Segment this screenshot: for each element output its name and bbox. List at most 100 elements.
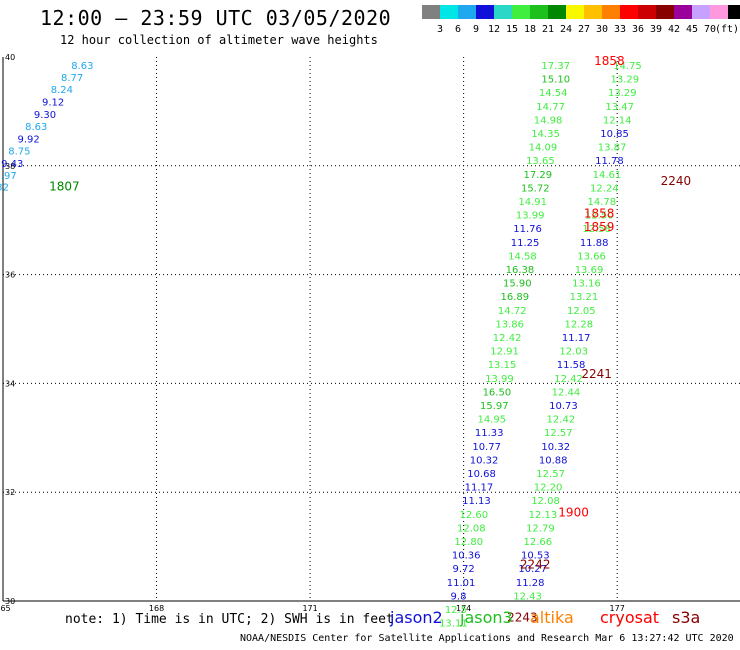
wave-height-label: 12.91 <box>490 347 519 358</box>
wave-height-label: 11.58 <box>557 360 586 371</box>
wave-height-label: 12.44 <box>552 387 581 398</box>
wave-height-label: 13.11 <box>439 619 468 630</box>
scale-swatch <box>458 5 476 19</box>
wave-height-label: 12.28 <box>564 319 593 330</box>
wave-height-label: 12.57 <box>536 469 565 480</box>
wave-height-label: 17.37 <box>541 61 570 72</box>
time-label: 1858 <box>594 54 625 68</box>
wave-height-label: 8.97 <box>0 171 17 182</box>
wave-height-label: 14.98 <box>534 115 563 126</box>
wave-height-label: 9.92 <box>17 134 39 145</box>
wave-height-label: 8.75 <box>8 146 30 157</box>
scale-swatch <box>602 5 620 19</box>
lat-tick-label: 30 <box>5 597 15 606</box>
scale-label: 3 <box>436 24 444 35</box>
scale-swatch <box>584 5 602 19</box>
wave-height-label: 8.63 <box>71 61 93 72</box>
time-label: 1900 <box>558 506 589 520</box>
wave-height-label: 13.21 <box>570 292 599 303</box>
wave-height-label: 14.58 <box>508 251 537 262</box>
wave-height-label: 14.77 <box>536 102 565 113</box>
wave-height-label: 14.72 <box>498 306 527 317</box>
wave-height-label: 10.27 <box>518 564 547 575</box>
lon-tick-label: 171 <box>302 604 317 613</box>
scale-swatch <box>728 5 740 19</box>
time-label: 1858 <box>584 206 615 220</box>
scale-swatch <box>566 5 584 19</box>
wave-height-label: 11.88 <box>580 238 609 249</box>
scale-label: 27 <box>577 24 591 35</box>
scale-swatch <box>476 5 494 19</box>
wave-height-label: 12.79 <box>526 523 555 534</box>
axis-ticks: 165 168 171 174 177 40 38 36 34 32 30 <box>0 53 625 613</box>
wave-height-label: 8.63 <box>25 122 47 133</box>
wave-height-label: 14.78 <box>587 197 616 208</box>
wave-height-label: 12.58 <box>582 224 611 235</box>
wave-height-label: 10.85 <box>600 129 629 140</box>
wave-height-label: 12.80 <box>454 537 483 548</box>
wave-height-label: 8.24 <box>51 85 73 96</box>
map-grid <box>3 57 740 601</box>
page-subtitle: 12 hour collection of altimeter wave hei… <box>60 33 378 47</box>
wave-height-label: 14.54 <box>539 88 568 99</box>
wave-height-label: 13.99 <box>485 374 514 385</box>
wave-height-label: 13.29 <box>611 75 640 86</box>
scale-swatch <box>440 5 458 19</box>
scale-label: 30 <box>595 24 609 35</box>
scale-swatch <box>620 5 638 19</box>
scale-swatch <box>548 5 566 19</box>
wave-height-label: 14.95 <box>477 415 506 426</box>
scale-label: 70 <box>703 24 717 35</box>
satellite-cryosat: cryosat <box>600 608 660 627</box>
scale-label: 39 <box>649 24 663 35</box>
wave-height-label: 13.87 <box>598 143 627 154</box>
scale-label: 12 <box>487 24 501 35</box>
wave-height-label: 12.50 <box>585 211 614 222</box>
time-label: 2243 <box>507 611 538 625</box>
scale-label: 24 <box>559 24 573 35</box>
wave-height-label: 10.73 <box>549 401 578 412</box>
scale-label: 6 <box>454 24 462 35</box>
wave-height-label: 12.03 <box>559 347 588 358</box>
wave-height-label: 14.61 <box>593 170 622 181</box>
wave-height-label: 13.69 <box>575 265 604 276</box>
wave-height-label: 13.47 <box>605 102 634 113</box>
lat-tick-label: 36 <box>5 271 15 280</box>
time-label: 2240 <box>661 174 692 188</box>
scale-label: 18 <box>523 24 537 35</box>
credit-line: NOAA/NESDIS Center for Satellite Applica… <box>240 633 734 644</box>
wave-height-label: 11.78 <box>595 156 624 167</box>
wave-height-label: 17.29 <box>524 170 553 181</box>
wave-height-label: 8.32 <box>0 182 9 193</box>
wave-height-label: 12.08 <box>531 496 560 507</box>
wave-height-label: 14.75 <box>613 61 642 72</box>
lat-tick-label: 38 <box>5 162 15 171</box>
wave-height-label: 10.32 <box>541 442 570 453</box>
wave-height-label: 11.33 <box>475 428 504 439</box>
lon-tick-label: 165 <box>0 604 11 613</box>
wave-height-label: 12.43 <box>513 591 542 602</box>
wave-height-label: 13.66 <box>577 251 606 262</box>
satellite-jason3: jason3 <box>460 608 513 627</box>
wave-height-label: 8.77 <box>61 73 83 84</box>
scale-label: 21 <box>541 24 555 35</box>
wave-height-label: 10.77 <box>472 442 501 453</box>
wave-height-label: 15.97 <box>480 401 509 412</box>
scale-swatch <box>710 5 728 19</box>
satellite-altika: altika <box>530 608 574 627</box>
wave-height-label: 12.14 <box>603 115 632 126</box>
wave-height-label: 9.30 <box>34 110 56 121</box>
wave-height-label: 12.60 <box>460 510 489 521</box>
wave-height-label: 16.38 <box>506 265 535 276</box>
wave-height-label: 14.09 <box>529 143 558 154</box>
wave-height-label: 11.01 <box>447 578 476 589</box>
wave-height-label: 12.42 <box>547 415 576 426</box>
wave-height-label: 9.72 <box>452 564 474 575</box>
wave-height-label: 11.17 <box>465 483 494 494</box>
lat-tick-label: 34 <box>5 379 15 388</box>
lon-tick-label: 168 <box>149 604 164 613</box>
footer-note: note: 1) Time is in UTC; 2) SWH is in fe… <box>65 612 394 627</box>
time-label: 1859 <box>584 220 615 234</box>
